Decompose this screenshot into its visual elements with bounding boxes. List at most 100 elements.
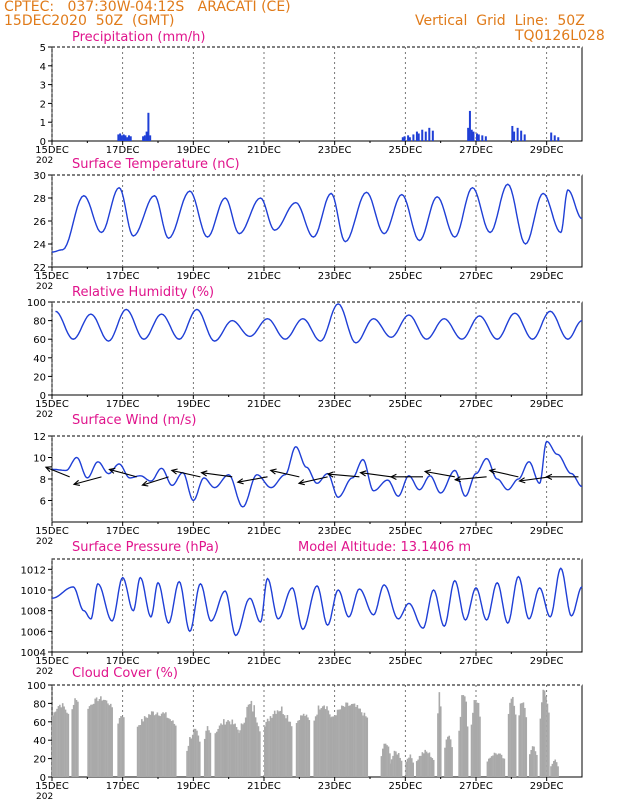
precip-bar: [557, 137, 560, 141]
cloud-bar: [242, 724, 244, 777]
cloud-bar: [551, 763, 554, 777]
cloud-bar: [510, 698, 513, 777]
x-tick-label: 17DEC: [106, 271, 140, 282]
y-tick-label: 1: [40, 118, 46, 129]
cloud-bar: [87, 708, 89, 777]
cloud-bar: [397, 753, 400, 777]
cloud-bar: [509, 702, 511, 777]
panel-3: Relative Humidity (%) 0 20 40 60 80 100 15DEC 17…: [27, 285, 583, 420]
x-tick-label: 15DEC: [35, 781, 69, 792]
cloud-bar: [77, 701, 79, 777]
y-tick-label: 80: [33, 699, 46, 710]
cloud-bar: [198, 741, 201, 777]
x-tick-label: 27DEC: [459, 271, 493, 282]
y-tick-label: 1004: [21, 648, 46, 659]
cloud-bar: [166, 717, 169, 777]
cloud-bar: [156, 712, 159, 777]
precip-bar: [408, 137, 411, 141]
x-tick-label: 19DEC: [176, 656, 210, 667]
cloud-bar: [466, 726, 469, 777]
precip-bar: [520, 130, 523, 141]
cloud-bar: [399, 757, 401, 777]
cloud-bar: [187, 745, 190, 777]
cloud-bar: [497, 753, 500, 777]
cloud-bar: [290, 726, 293, 777]
x-tick-label: 19DEC: [176, 526, 210, 537]
y-tick-label: 1010: [21, 586, 46, 597]
cloud-bar: [431, 758, 434, 777]
cloud-bar: [473, 700, 476, 777]
cloud-bar: [308, 720, 311, 777]
cloud-bar: [118, 718, 121, 777]
cloud-bar: [54, 711, 57, 777]
x-tick-label: 25DEC: [388, 781, 422, 792]
cloud-bar: [98, 699, 101, 777]
cloud-bar: [345, 702, 347, 777]
cloud-bar: [405, 761, 407, 777]
x-tick-label: 15DEC: [35, 399, 69, 410]
cloud-bar: [104, 699, 106, 777]
cloud-bar: [111, 707, 113, 777]
cloud-bar: [259, 731, 261, 777]
y-tick-label: 0: [40, 137, 46, 148]
y-tick-label: 40: [33, 736, 46, 747]
cloud-bar: [465, 701, 467, 777]
cloud-bar: [380, 756, 383, 777]
wind-arrow-head: [269, 468, 277, 475]
y-tick-label: 3: [40, 81, 46, 92]
y-tick-label: 60: [33, 718, 46, 729]
cloud-bar: [90, 704, 92, 777]
cloud-bar: [548, 712, 550, 777]
cloud-bar: [235, 727, 238, 777]
cloud-bar: [304, 716, 306, 777]
cloud-bar: [408, 757, 410, 777]
precip-bar: [122, 134, 125, 141]
cloud-bar: [223, 719, 225, 777]
cloud-bar: [149, 714, 152, 777]
cloud-bar: [333, 715, 336, 777]
wind-arrow: [171, 469, 201, 478]
cloud-bar: [420, 755, 422, 777]
cloud-bar: [189, 737, 191, 777]
cloud-bar: [139, 724, 142, 777]
y-tick-label: 5: [40, 43, 46, 54]
x-tick-label: 17DEC: [106, 526, 140, 537]
cloud-bar: [545, 696, 547, 777]
cloud-bar: [412, 762, 414, 777]
y-tick-label: 20: [33, 755, 46, 766]
x-tick-label: 15DEC: [35, 526, 69, 537]
cloud-bar: [536, 754, 538, 777]
series-line: [52, 183, 583, 253]
wind-arrow-head: [545, 473, 553, 480]
cloud-bar: [519, 703, 522, 777]
x-tick-label: 29DEC: [530, 656, 564, 667]
x-tick-label: 19DEC: [176, 399, 210, 410]
cloud-bar: [209, 732, 212, 777]
cloud-bar: [232, 724, 235, 777]
cloud-bar: [225, 721, 228, 777]
cloud-bar: [224, 724, 227, 777]
cloud-bar: [230, 724, 232, 777]
x-tick-label: 21DEC: [247, 271, 281, 282]
x-tick-label: 29DEC: [530, 271, 564, 282]
cloud-bar: [64, 709, 67, 777]
wind-arrow-head: [200, 470, 208, 477]
y-tick-label: 0: [40, 391, 46, 402]
cloud-bar: [196, 730, 198, 777]
x-tick-label: 29DEC: [530, 145, 564, 156]
cloud-bar: [297, 720, 299, 777]
cloud-bar: [231, 719, 234, 777]
cloud-bar: [530, 749, 533, 777]
series-line: [51, 440, 583, 508]
cloud-bar: [396, 754, 399, 777]
cloud-bar: [313, 720, 316, 777]
precip-bar: [401, 137, 404, 141]
cloud-bar: [97, 701, 99, 777]
x-tick-label: 23DEC: [318, 526, 352, 537]
x-tick-label: 25DEC: [388, 399, 422, 410]
wind-arrow: [489, 469, 519, 478]
panel-title: Surface Temperature (nC): [72, 157, 240, 172]
station-header: CPTEC: 037:30W-04:12S ARACATI (CE): [4, 0, 291, 15]
cloud-bar: [514, 714, 517, 777]
cloud-bar: [163, 713, 166, 777]
